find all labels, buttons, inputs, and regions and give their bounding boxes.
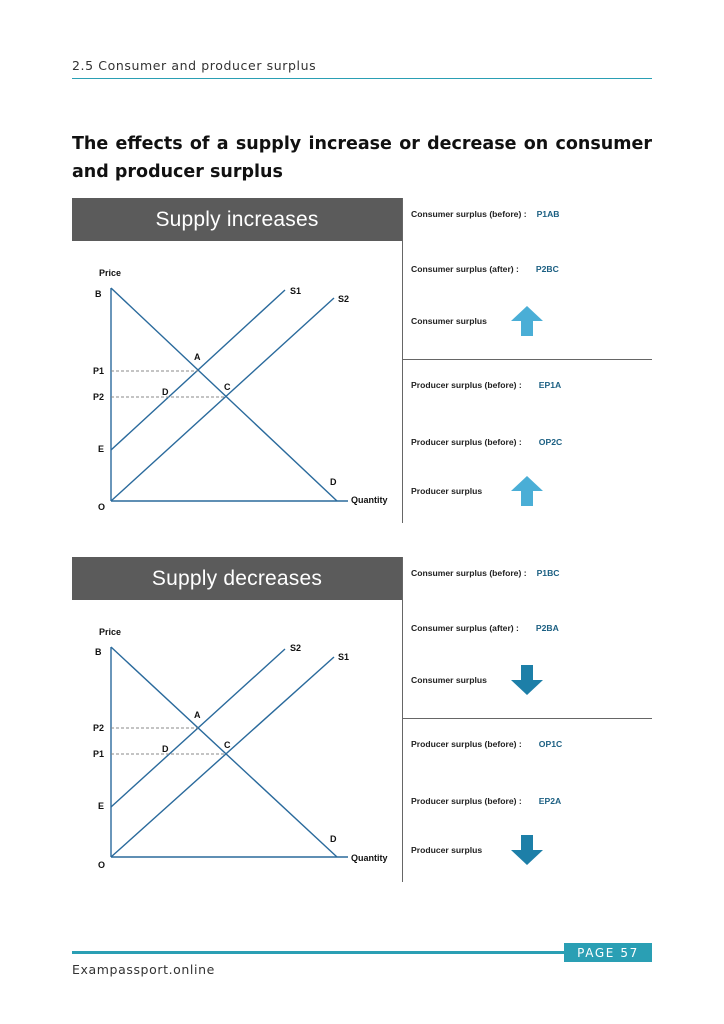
- producer-before-row: Producer surplus (before) : EP1A: [411, 380, 561, 390]
- header-rule: [72, 78, 652, 79]
- producer-change-label: Producer surplus: [411, 486, 483, 496]
- point-a-label: A: [194, 352, 201, 362]
- producer-after-label: Producer surplus (before) :: [411, 437, 522, 447]
- consumer-before-label: Consumer surplus (before) :: [411, 568, 527, 578]
- producer-before-row: Producer surplus (before) : OP1C: [411, 739, 562, 749]
- supply-lower-label: S2: [338, 294, 349, 304]
- producer-before-value: EP1A: [538, 380, 562, 390]
- supply-line-upper: [110, 289, 286, 451]
- consumer-after-row: Consumer surplus (after) : P2BA: [411, 623, 559, 633]
- consumer-before-label: Consumer surplus (before) :: [411, 209, 527, 219]
- producer-change-row: Producer surplus: [411, 835, 543, 865]
- point-d-end-label: D: [330, 477, 337, 487]
- producer-change-label: Producer surplus: [411, 845, 483, 855]
- price-lower-label: P2: [93, 392, 104, 402]
- point-e-label: E: [98, 801, 104, 811]
- vertical-divider: [402, 557, 403, 882]
- producer-before-label: Producer surplus (before) :: [411, 739, 522, 749]
- panel-supply-increases: Supply increases Price Quantity O B P1 P…: [72, 198, 652, 523]
- up-arrow-icon: [511, 476, 543, 506]
- point-d-inner-label: D: [162, 744, 169, 754]
- up-arrow-icon: [511, 306, 543, 336]
- panel-banner: Supply decreases: [72, 557, 402, 600]
- price-lower-label: P1: [93, 749, 104, 759]
- supply-upper-label: S2: [290, 643, 301, 653]
- point-d-inner-label: D: [162, 387, 169, 397]
- consumer-change-row: Consumer surplus: [411, 306, 543, 336]
- header-section-label: 2.5 Consumer and producer surplus: [72, 58, 317, 73]
- demand-line: [110, 287, 338, 502]
- x-axis-label: Quantity: [351, 853, 388, 863]
- producer-after-value: EP2A: [538, 796, 562, 806]
- point-e-label: E: [98, 444, 104, 454]
- consumer-change-label: Consumer surplus: [411, 675, 487, 685]
- producer-change-row: Producer surplus: [411, 476, 543, 506]
- origin-label: O: [98, 502, 105, 512]
- demand-line: [110, 646, 338, 858]
- consumer-after-label: Consumer surplus (after) :: [411, 264, 519, 274]
- supply-demand-chart: Price Quantity O B P1 P2 E A D C D S1 S2: [93, 268, 388, 512]
- point-c-label: C: [224, 740, 231, 750]
- producer-after-value: OP2C: [538, 437, 563, 447]
- panel-banner: Supply increases: [72, 198, 402, 241]
- point-c-label: C: [224, 382, 231, 392]
- point-a-label: A: [194, 710, 201, 720]
- consumer-change-label: Consumer surplus: [411, 316, 487, 326]
- producer-after-row: Producer surplus (before) : EP2A: [411, 796, 561, 806]
- vertical-divider: [402, 198, 403, 523]
- consumer-after-value: P2BC: [535, 264, 559, 274]
- price-upper-label: P2: [93, 723, 104, 733]
- consumer-before-value: P1AB: [536, 209, 560, 219]
- point-b-label: B: [95, 289, 102, 299]
- point-d-end-label: D: [330, 834, 337, 844]
- price-upper-label: P1: [93, 366, 104, 376]
- x-axis-label: Quantity: [351, 495, 388, 505]
- producer-after-label: Producer surplus (before) :: [411, 796, 522, 806]
- supply-upper-label: S1: [290, 286, 301, 296]
- footer-rule: [72, 951, 564, 954]
- producer-before-value: OP1C: [538, 739, 563, 749]
- producer-after-row: Producer surplus (before) : OP2C: [411, 437, 562, 447]
- producer-before-label: Producer surplus (before) :: [411, 380, 522, 390]
- consumer-before-row: Consumer surplus (before) : P1BC: [411, 568, 560, 578]
- y-axis-label: Price: [99, 268, 121, 278]
- y-axis-label: Price: [99, 627, 121, 637]
- down-arrow-icon: [511, 665, 543, 695]
- consumer-before-row: Consumer surplus (before) : P1AB: [411, 209, 560, 219]
- consumer-change-row: Consumer surplus: [411, 665, 543, 695]
- supply-lower-label: S1: [338, 652, 349, 662]
- consumer-after-value: P2BA: [535, 623, 559, 633]
- panel-supply-decreases: Supply decreases Price Quantity O B P2 P…: [72, 557, 652, 882]
- horizontal-divider: [402, 359, 652, 360]
- page-number-badge: PAGE 57: [564, 943, 652, 962]
- supply-line-lower: [110, 297, 335, 502]
- horizontal-divider: [402, 718, 652, 719]
- consumer-after-label: Consumer surplus (after) :: [411, 623, 519, 633]
- origin-label: O: [98, 860, 105, 870]
- consumer-before-value: P1BC: [536, 568, 560, 578]
- consumer-after-row: Consumer surplus (after) : P2BC: [411, 264, 559, 274]
- supply-line-lower: [110, 656, 335, 858]
- page-title: The effects of a supply increase or decr…: [72, 134, 652, 182]
- point-b-label: B: [95, 647, 102, 657]
- footer-site-name: Exampassport.online: [72, 962, 215, 977]
- down-arrow-icon: [511, 835, 543, 865]
- supply-demand-chart: Price Quantity O B P2 P1 E A D C D S2 S1: [93, 627, 388, 870]
